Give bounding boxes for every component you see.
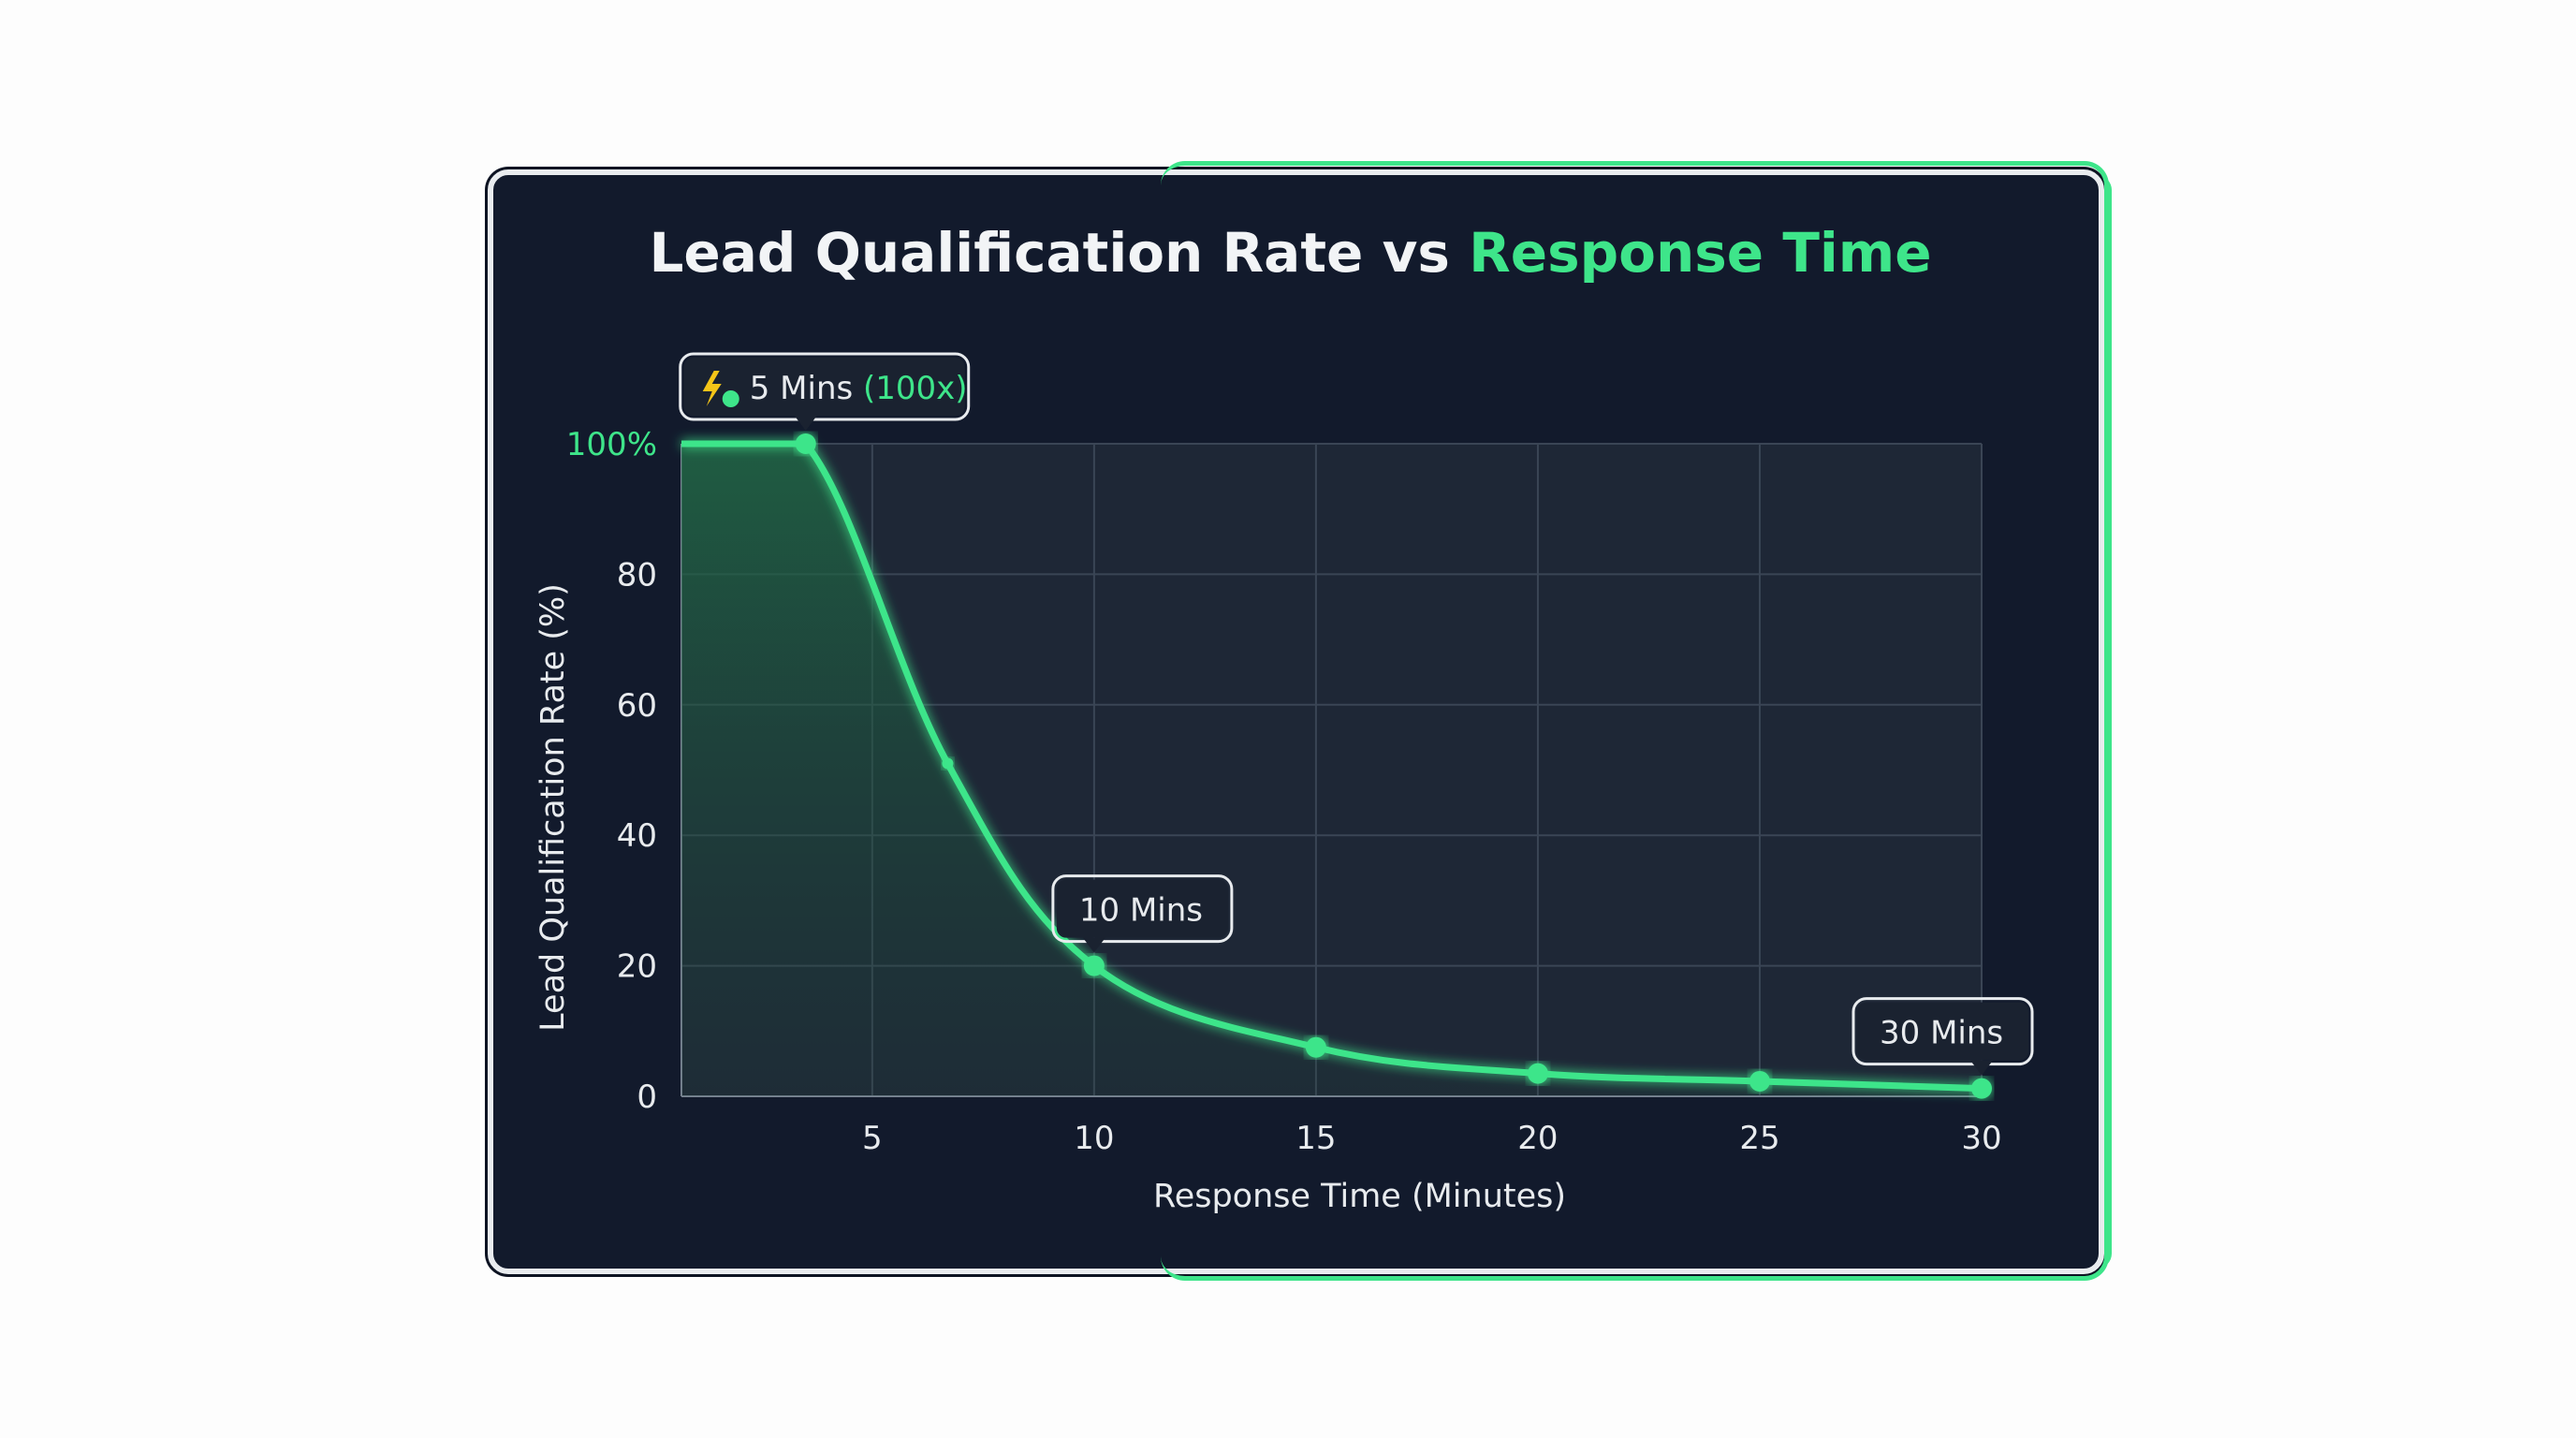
area-fill <box>681 444 1982 1096</box>
title-part-1: Lead Qualification Rate vs <box>649 221 1470 285</box>
callout-border <box>1051 874 1234 944</box>
callout-text: 30 Mins <box>1880 1015 2003 1052</box>
y-tick-label: 100% <box>566 426 657 463</box>
data-point <box>1305 1036 1326 1058</box>
x-tick-label: 25 <box>1739 1120 1779 1157</box>
y-tick-label: 20 <box>617 948 657 986</box>
data-point <box>1527 1063 1548 1084</box>
callout-box <box>1056 879 1228 938</box>
y-tick-label: 40 <box>617 817 657 855</box>
y-tick-label: 80 <box>617 556 657 594</box>
callout-text: 5 Mins <box>750 370 853 407</box>
card-accent-border <box>1161 161 2109 1281</box>
data-point <box>1749 1070 1770 1092</box>
x-tick-label: 20 <box>1517 1120 1558 1157</box>
callout-text: 10 Mins <box>1079 892 1203 930</box>
y-tick-label: 0 <box>637 1078 657 1116</box>
callout-label: 30 Mins <box>1880 1015 2003 1052</box>
title-part-2: Response Time <box>1469 221 1932 285</box>
x-tick-label: 15 <box>1295 1120 1336 1157</box>
annotation-callout: 30 Mins <box>1852 997 2034 1076</box>
callout-label: 10 Mins <box>1079 892 1203 930</box>
y-axis-label: Lead Qualification Rate (%) <box>534 583 572 1032</box>
callout-pointer <box>794 416 817 431</box>
annotation-callout: 5 Mins (100x) <box>679 352 971 431</box>
annotation-callout: 10 Mins <box>1051 874 1234 953</box>
series-line <box>681 440 1983 1093</box>
callout-label: 5 Mins (100x) <box>750 370 968 407</box>
x-tick-label: 5 <box>862 1120 883 1157</box>
chart-title: Lead Qualification Rate vs Response Time <box>488 221 2093 285</box>
check-icon <box>722 390 739 407</box>
data-point <box>795 433 816 454</box>
data-point <box>942 757 954 770</box>
x-axis-label: Response Time (Minutes) <box>1153 1178 1566 1215</box>
callout-highlight: (100x) <box>853 370 967 407</box>
data-point <box>1971 1078 1992 1099</box>
callout-border <box>679 352 971 421</box>
lightning-icon <box>702 371 722 406</box>
callout-box <box>1857 1002 2028 1061</box>
callout-box <box>683 358 965 416</box>
x-tick-label: 10 <box>1074 1120 1114 1157</box>
x-tick-label: 30 <box>1961 1120 2001 1157</box>
callout-pointer <box>1082 937 1105 953</box>
data-point <box>1083 955 1105 976</box>
y-tick-label: 60 <box>617 687 657 725</box>
callout-pointer <box>1970 1060 1993 1076</box>
callout-border <box>1852 997 2034 1066</box>
